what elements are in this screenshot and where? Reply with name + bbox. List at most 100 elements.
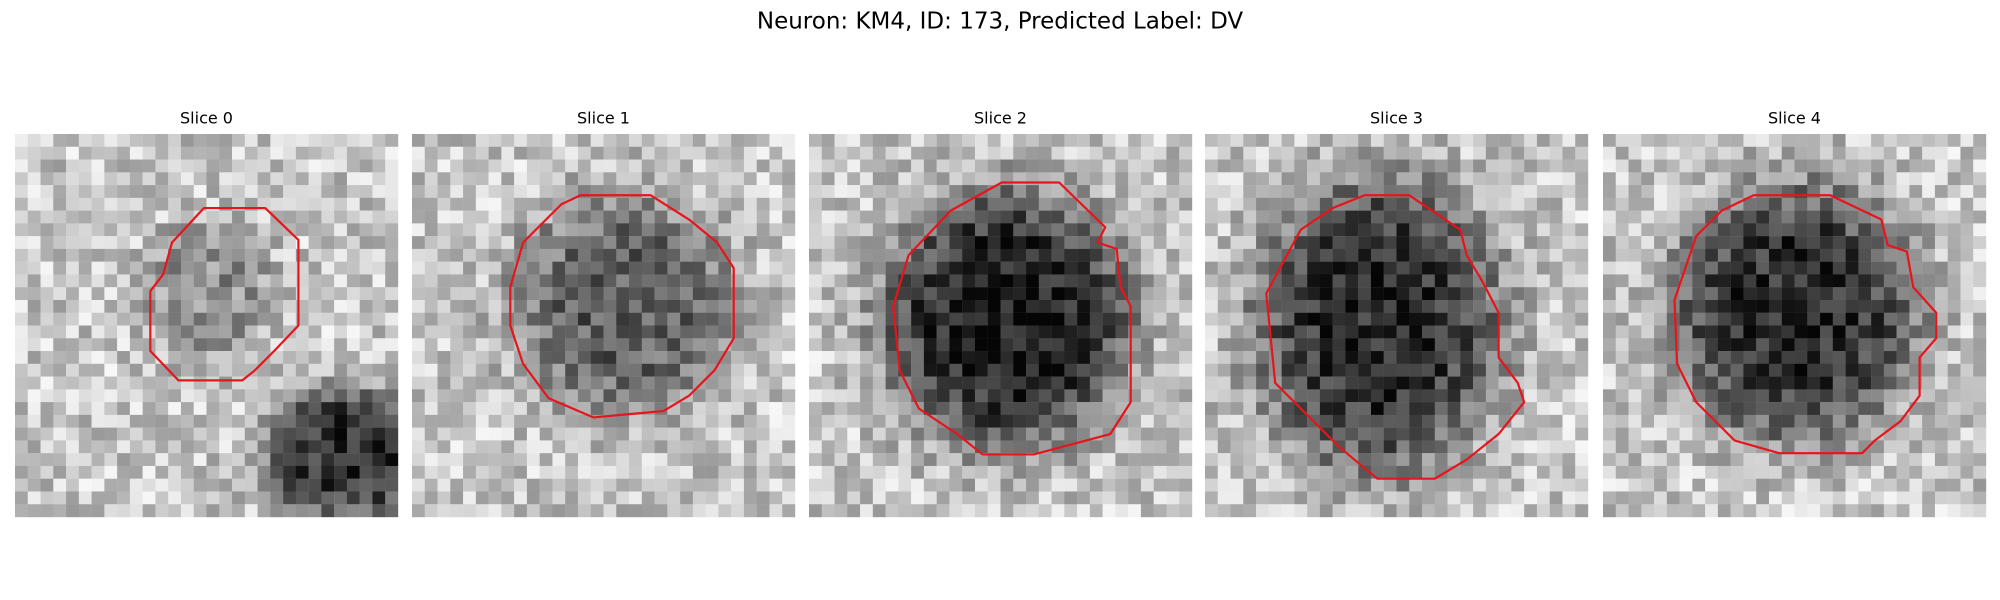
pixel (1871, 440, 1885, 454)
pixel (1820, 376, 1833, 390)
pixel (66, 389, 80, 403)
pixel (206, 363, 220, 377)
pixel (321, 363, 335, 377)
pixel (911, 210, 925, 224)
pixel (1217, 414, 1231, 428)
pixel (1345, 338, 1359, 352)
pixel (1575, 440, 1589, 454)
pixel (463, 465, 477, 479)
pixel (129, 402, 143, 416)
pixel (1396, 134, 1410, 147)
pixel (641, 338, 655, 352)
pixel (898, 491, 912, 505)
pixel (1358, 427, 1372, 441)
pixel (270, 274, 284, 288)
pixel (1524, 185, 1538, 199)
pixel (1013, 325, 1027, 339)
pixel (616, 363, 630, 377)
pixel (692, 210, 706, 224)
pixel (809, 389, 822, 403)
pixel (308, 376, 322, 390)
pixel (552, 491, 566, 505)
pixel (1115, 185, 1129, 199)
pixel (463, 299, 477, 313)
pixel (1934, 504, 1948, 518)
pixel (1575, 287, 1589, 301)
pixel (321, 159, 335, 173)
pixel (680, 427, 694, 441)
pixel (334, 134, 348, 147)
pixel (193, 376, 207, 390)
pixel (334, 402, 348, 416)
pixel (1549, 223, 1563, 237)
pixel (142, 210, 156, 224)
pixel (936, 338, 950, 352)
pixel (206, 389, 220, 403)
pixel (603, 299, 617, 313)
pixel (412, 236, 425, 250)
pixel (232, 223, 245, 237)
pixel (1871, 402, 1885, 416)
pixel (193, 312, 207, 326)
pixel (1603, 312, 1616, 326)
pixel (295, 185, 309, 199)
pixel (117, 427, 131, 441)
pixel (1434, 351, 1448, 364)
pixel (1947, 172, 1961, 186)
pixel (743, 159, 757, 173)
pixel (1524, 363, 1538, 377)
pixel (847, 146, 861, 160)
pixel (1140, 159, 1154, 173)
pixel (1140, 402, 1154, 416)
pixel (514, 465, 528, 479)
figure-title: Neuron: KM4, ID: 173, Predicted Label: D… (757, 9, 1244, 35)
pixel (911, 223, 925, 237)
pixel (359, 376, 373, 390)
pixel (654, 172, 668, 186)
pixel (577, 134, 591, 147)
pixel (1281, 172, 1295, 186)
pixel (1603, 363, 1616, 377)
pixel (1947, 287, 1961, 301)
pixel (860, 197, 874, 211)
pixel (1358, 287, 1372, 301)
pixel (898, 159, 912, 173)
pixel (1717, 210, 1731, 224)
pixel (1370, 172, 1384, 186)
pixel (1960, 440, 1974, 454)
pixel (321, 389, 335, 403)
pixel (206, 287, 220, 301)
pixel (1615, 197, 1629, 211)
pixel (1179, 146, 1193, 160)
pixel (1536, 287, 1550, 301)
pixel (987, 465, 1001, 479)
pixel (1038, 274, 1052, 288)
pixel (1294, 453, 1308, 467)
pixel (15, 197, 28, 211)
pixel (911, 134, 925, 147)
pixel (117, 236, 131, 250)
pixel (129, 159, 143, 173)
pixel (974, 427, 988, 441)
pixel (1562, 197, 1576, 211)
pixel (1960, 223, 1974, 237)
pixel (1166, 504, 1180, 518)
pixel (1730, 478, 1744, 492)
pixel (1230, 427, 1244, 441)
pixel (1692, 223, 1706, 237)
pixel (155, 159, 169, 173)
pixel (104, 261, 118, 275)
pixel (718, 159, 732, 173)
pixel (552, 274, 566, 288)
pixel (885, 478, 899, 492)
pixel (1217, 261, 1231, 275)
pixel (718, 427, 732, 441)
pixel (680, 223, 694, 237)
pixel (1756, 236, 1770, 250)
pixel (372, 287, 386, 301)
pixel (1536, 261, 1550, 275)
pixel (552, 287, 566, 301)
pixel (1794, 287, 1808, 301)
pixel (1871, 478, 1885, 492)
pixel (1268, 465, 1282, 479)
